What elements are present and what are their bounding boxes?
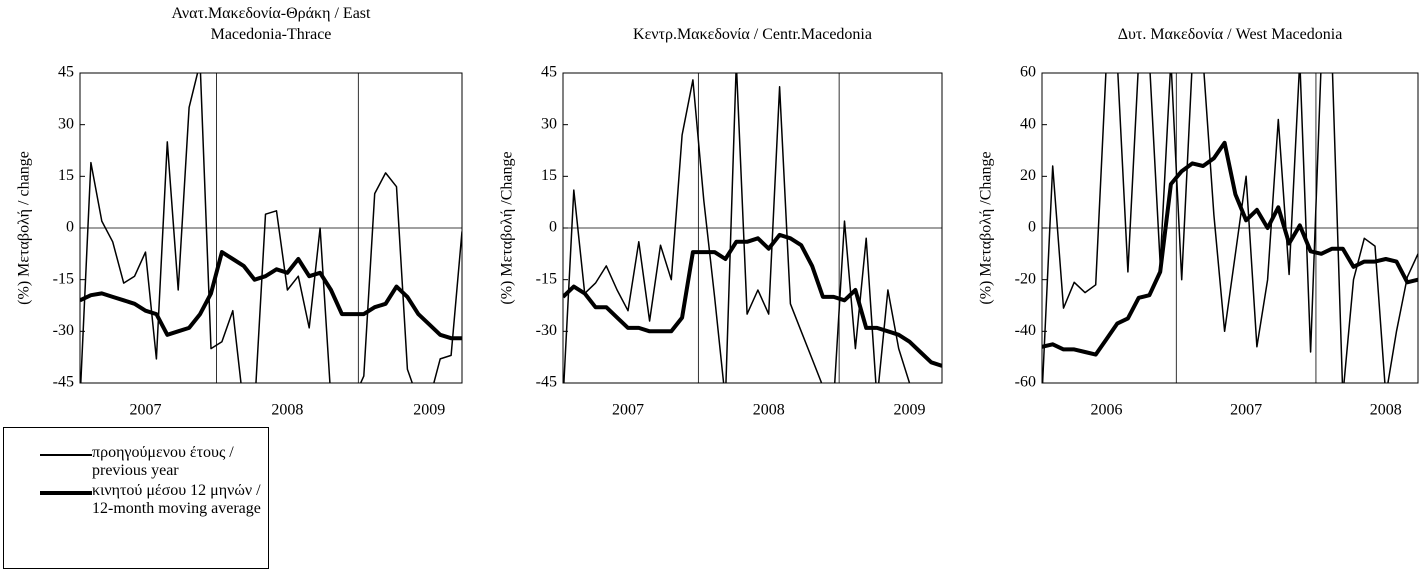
y-tick-label: -40 bbox=[1015, 322, 1036, 339]
plot-frame bbox=[1041, 72, 1419, 384]
y-tick-label: -30 bbox=[53, 322, 74, 339]
y-tick-label: 0 bbox=[549, 219, 557, 236]
legend: προηγούμενου έτους / previous year κινητο… bbox=[3, 427, 269, 569]
y-tick-label: 0 bbox=[66, 219, 74, 236]
y-axis-label: (%) Μεταβολή /Change bbox=[499, 151, 516, 304]
y-tick-label: 40 bbox=[1020, 115, 1036, 132]
y-tick-label: 15 bbox=[58, 167, 74, 184]
x-tick-label: 2007 bbox=[612, 402, 644, 419]
y-axis-label: (%) Μεταβολή /Change bbox=[978, 151, 995, 304]
x-tick-label: 2008 bbox=[753, 402, 785, 419]
y-tick-label: -45 bbox=[53, 374, 74, 391]
x-tick-label: 2009 bbox=[413, 402, 445, 419]
series-line bbox=[1042, 73, 1418, 383]
legend-label: προηγούμενου έτους / previous year bbox=[92, 444, 234, 479]
y-axis-label: (%) Μεταβολή / change bbox=[16, 151, 33, 305]
series-line bbox=[80, 73, 462, 383]
y-tick-label: 60 bbox=[1020, 64, 1036, 81]
x-tick-label: 2006 bbox=[1090, 402, 1122, 419]
series-line bbox=[80, 250, 462, 341]
x-tick-label: 2007 bbox=[129, 402, 161, 419]
plot-frame bbox=[79, 72, 463, 384]
chart-title: Δυτ. Μακεδονία / West Macedonia bbox=[1117, 26, 1343, 43]
series-line bbox=[563, 73, 911, 383]
y-tick-label: 0 bbox=[1028, 219, 1036, 236]
y-tick-label: 30 bbox=[58, 115, 74, 132]
legend-swatch bbox=[40, 491, 92, 495]
y-tick-label: -45 bbox=[536, 374, 557, 391]
series-line bbox=[1042, 140, 1418, 357]
plot-frame bbox=[562, 72, 943, 384]
y-tick-label: 45 bbox=[541, 64, 557, 81]
y-tick-label: 30 bbox=[541, 115, 557, 132]
x-tick-label: 2008 bbox=[271, 402, 303, 419]
series-line bbox=[563, 232, 942, 368]
y-tick-label: -60 bbox=[1015, 374, 1036, 391]
y-tick-label: -30 bbox=[536, 322, 557, 339]
y-tick-label: 45 bbox=[58, 64, 74, 81]
y-tick-label: 15 bbox=[541, 167, 557, 184]
y-tick-label: -20 bbox=[1015, 270, 1036, 287]
chart-title: Κεντρ.Μακεδονία / Centr.Macedonia bbox=[633, 26, 872, 43]
chart-title: Ανατ.Μακεδονία-Θράκη / East Macedonia-Th… bbox=[171, 5, 371, 43]
x-tick-label: 2008 bbox=[1370, 402, 1402, 419]
y-tick-label: -15 bbox=[536, 270, 557, 287]
y-tick-label: 20 bbox=[1020, 167, 1036, 184]
legend-swatch bbox=[40, 454, 92, 456]
x-tick-label: 2009 bbox=[894, 402, 926, 419]
y-tick-label: -15 bbox=[53, 270, 74, 287]
legend-label: κινητού μέσου 12 μηνών / 12-month moving… bbox=[92, 482, 261, 517]
x-tick-label: 2007 bbox=[1230, 402, 1262, 419]
